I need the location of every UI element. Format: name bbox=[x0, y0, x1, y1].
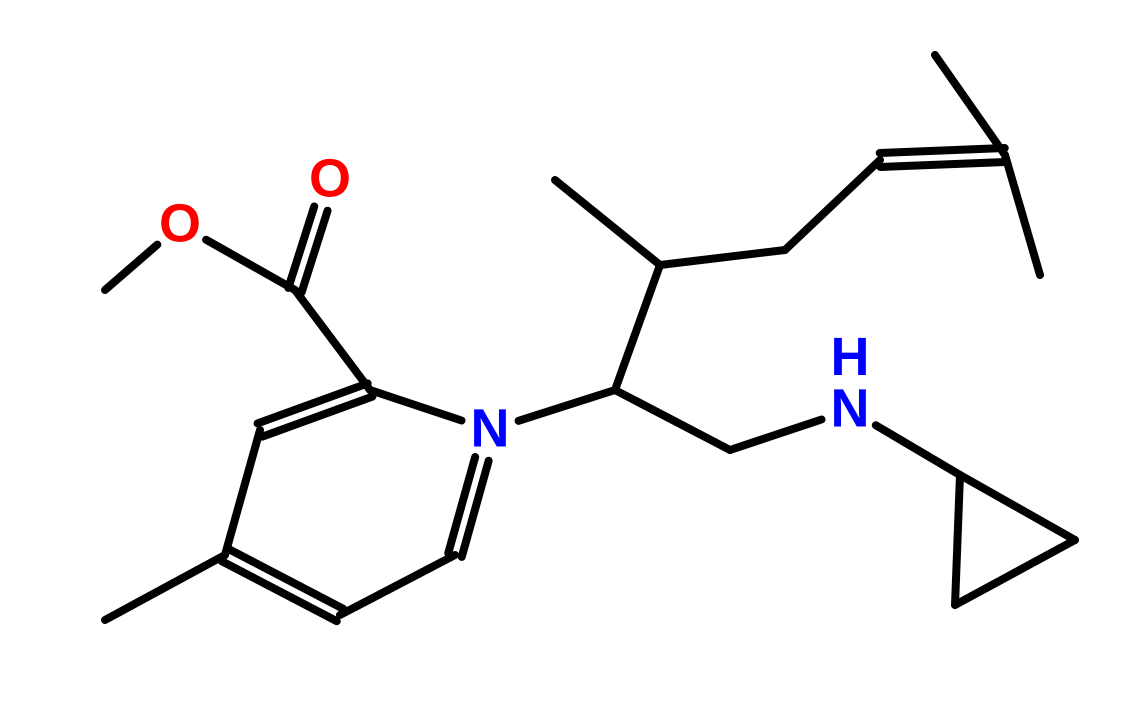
bond bbox=[730, 419, 822, 450]
bond bbox=[105, 245, 157, 290]
bond bbox=[555, 180, 660, 265]
atom-label-N: N bbox=[831, 378, 870, 438]
bond bbox=[228, 549, 343, 609]
bond bbox=[876, 425, 960, 475]
bond bbox=[955, 540, 1075, 605]
bond bbox=[960, 475, 1075, 540]
atoms-layer: OONNH bbox=[159, 148, 870, 458]
atom-label-O: O bbox=[309, 148, 351, 208]
bond bbox=[206, 240, 295, 290]
bond bbox=[448, 457, 475, 553]
bond bbox=[660, 250, 785, 265]
bond bbox=[955, 475, 960, 605]
bonds-layer bbox=[105, 55, 1075, 621]
atom-label-H: H bbox=[831, 327, 870, 387]
atom-label-N: N bbox=[471, 398, 510, 458]
bond bbox=[340, 555, 455, 615]
bond bbox=[615, 265, 660, 390]
bond bbox=[295, 290, 370, 390]
bond bbox=[462, 461, 489, 557]
bond bbox=[880, 162, 1005, 167]
bond bbox=[935, 55, 1005, 155]
bond bbox=[880, 148, 1005, 153]
bond bbox=[105, 555, 225, 620]
atom-label-O: O bbox=[159, 193, 201, 253]
chemical-structure-svg: OONNH bbox=[0, 0, 1123, 702]
bond bbox=[1005, 155, 1040, 275]
bond bbox=[222, 561, 337, 621]
bond bbox=[370, 390, 462, 421]
bond bbox=[615, 390, 730, 450]
bond bbox=[519, 390, 615, 421]
bond bbox=[225, 430, 260, 555]
bond bbox=[785, 160, 880, 250]
